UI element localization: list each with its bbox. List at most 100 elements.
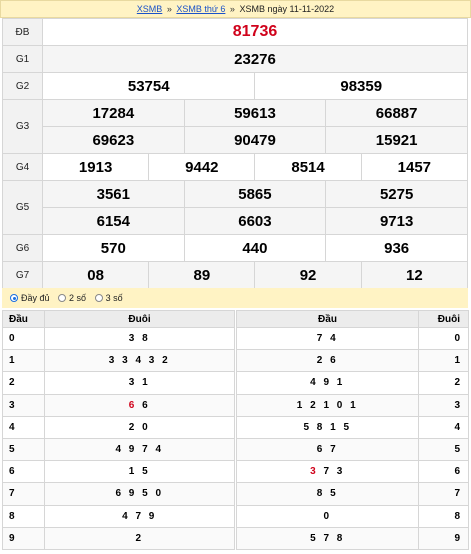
option-two-digits[interactable]: 2 số <box>58 288 86 308</box>
row-key: 3 <box>418 393 469 417</box>
digits: 1 2 1 0 1 <box>296 399 359 411</box>
table-row: 5 7 8 9 <box>236 526 469 550</box>
table-row: 8 4 7 9 <box>2 504 235 528</box>
digits: 6 9 5 0 <box>115 488 164 500</box>
dau-header: Đầu <box>236 310 419 328</box>
prize-row-g2: G2 53754 98359 <box>2 72 468 100</box>
digits: 2 6 <box>316 355 339 367</box>
digits: 3 3 4 3 2 <box>108 355 171 367</box>
row-key: 1 <box>418 349 469 373</box>
prize-number: 8514 <box>254 153 362 181</box>
table-row: 7 4 0 <box>236 326 469 351</box>
digits: 6 <box>136 399 151 411</box>
results-table: ĐB 81736 G1 23276 G2 53754 98359 G3 1728… <box>2 18 469 289</box>
row-key: 6 <box>2 460 45 484</box>
row-values: 8 5 <box>236 482 419 506</box>
prize-number: 1913 <box>41 153 150 181</box>
prize-number: 5865 <box>183 180 327 208</box>
digits: 7 4 <box>316 333 339 345</box>
radio-three-icon[interactable] <box>94 294 103 302</box>
digits: 2 <box>135 532 144 544</box>
row-key: 1 <box>2 349 45 373</box>
row-values: 3 3 4 3 2 <box>44 349 235 373</box>
option-full-label: Đầy đủ <box>21 293 50 303</box>
prize-label: G2 <box>2 72 43 100</box>
option-two-label: 2 số <box>69 293 87 303</box>
digits: 4 7 9 <box>122 510 157 522</box>
prize-number: 440 <box>183 234 327 262</box>
table-row: 6 7 5 <box>236 437 469 462</box>
row-values: 3 8 <box>44 326 235 351</box>
table-row: 7 6 9 5 0 <box>2 482 235 506</box>
prize-number: 936 <box>325 234 468 262</box>
digits: 3 1 <box>128 377 151 389</box>
breadcrumb-separator: » <box>229 4 235 14</box>
highlight-digit: 3 <box>310 466 319 478</box>
row-key: 7 <box>2 482 45 506</box>
prize-number: 570 <box>42 234 185 262</box>
digits: 4 9 7 4 <box>115 444 164 456</box>
row-values: 4 7 9 <box>44 504 235 528</box>
row-values: 5 8 1 5 <box>236 415 419 439</box>
row-key: 4 <box>2 415 45 439</box>
table-row: 4 9 1 2 <box>236 371 469 395</box>
breadcrumb-link-xsmb[interactable]: XSMB <box>136 4 163 14</box>
prize-number: 9442 <box>148 153 256 181</box>
digits: 5 8 1 5 <box>303 421 352 433</box>
row-values: 5 7 8 <box>236 526 419 550</box>
prize-number: 3561 <box>42 180 185 208</box>
row-values: 2 6 <box>236 349 419 373</box>
prize-number: 1457 <box>360 153 469 181</box>
row-key: 7 <box>418 482 469 506</box>
breadcrumb-separator: » <box>166 4 172 14</box>
table-row: 4 2 0 <box>2 415 235 439</box>
digits: 1 5 <box>128 466 151 478</box>
row-key: 5 <box>418 437 469 462</box>
row-values: 3 1 <box>44 371 235 395</box>
prize-number: 66887 <box>325 99 468 127</box>
row-key: 9 <box>418 526 469 550</box>
option-three-digits[interactable]: 3 số <box>94 288 123 308</box>
digits: 8 5 <box>316 488 339 500</box>
table-row: 8 5 7 <box>236 482 469 506</box>
prize-number: 89 <box>148 261 256 289</box>
prize-row-g3: G3 17284 59613 66887 <box>2 99 468 154</box>
prize-number: 23276 <box>42 45 468 73</box>
radio-two-icon[interactable] <box>58 294 67 302</box>
row-key: 0 <box>418 326 469 351</box>
row-values: 1 5 <box>44 460 235 484</box>
prize-row-g5b: 6154 6603 9713 <box>3 207 468 235</box>
row-key: 0 <box>2 326 45 351</box>
prize-number: 69623 <box>42 126 185 154</box>
prize-label: G6 <box>2 234 43 262</box>
table-row: 6 1 5 <box>2 460 235 484</box>
radio-full-icon[interactable] <box>10 294 18 302</box>
table-row: 1 2 1 0 1 3 <box>236 393 469 417</box>
table-row: 2 6 1 <box>236 349 469 373</box>
digits: 3 8 <box>128 333 151 345</box>
digits: 5 7 8 <box>310 532 345 544</box>
prize-row-g3b: 69623 90479 15921 <box>3 126 468 154</box>
prize-label: G4 <box>2 153 43 181</box>
prize-row-g5: G5 3561 5865 5275 <box>2 180 468 235</box>
digits: 7 3 <box>318 466 345 478</box>
row-values: 4 9 7 4 <box>44 437 235 462</box>
dau-header: Đầu <box>2 310 45 328</box>
row-values: 6 7 <box>236 437 419 462</box>
option-full[interactable]: Đầy đủ <box>10 288 50 308</box>
row-key: 8 <box>418 504 469 528</box>
prize-row-g1: G1 23276 <box>2 45 468 73</box>
row-key: 5 <box>2 437 45 462</box>
breadcrumb-link-xsmb-thu6[interactable]: XSMB thứ 6 <box>176 4 226 14</box>
row-key: 2 <box>418 371 469 395</box>
row-key: 8 <box>2 504 45 528</box>
prize-label: G7 <box>2 261 43 289</box>
row-key: 3 <box>2 393 45 417</box>
duoi-header: Đuôi <box>418 310 469 328</box>
digits: 2 0 <box>128 421 151 433</box>
